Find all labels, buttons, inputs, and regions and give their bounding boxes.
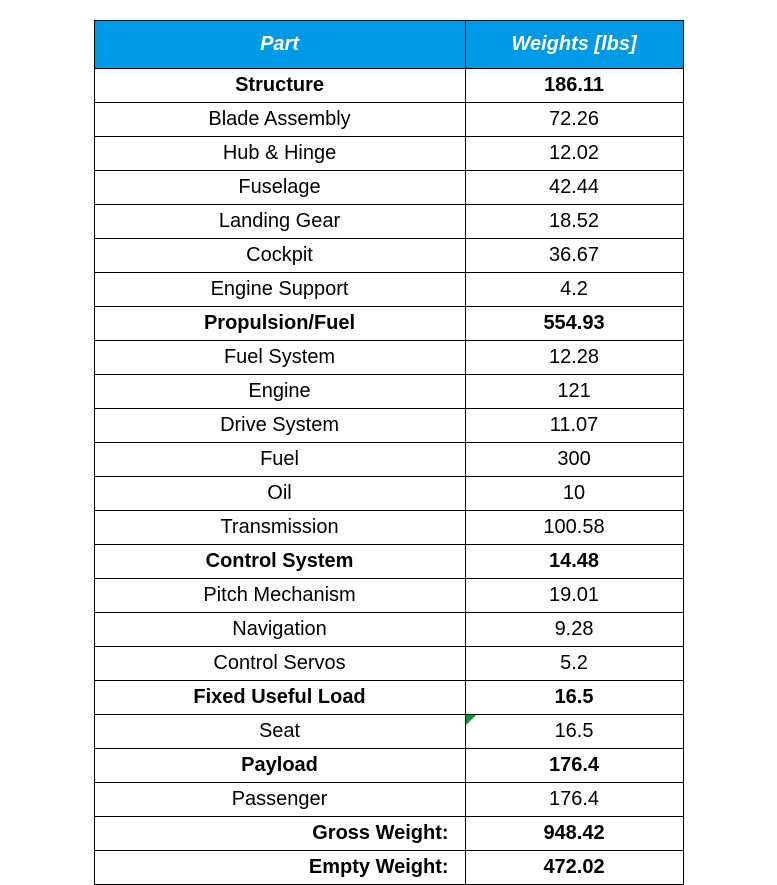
item-row: Passenger176.4	[94, 783, 683, 817]
category-part-cell: Structure	[94, 69, 465, 103]
item-weight-cell: 121	[465, 375, 683, 409]
summary-weight-cell: 472.02	[465, 851, 683, 885]
summary-row: Empty Weight:472.02	[94, 851, 683, 885]
category-weight-cell: 16.5	[465, 681, 683, 715]
item-weight-cell: 5.2	[465, 647, 683, 681]
item-row: Pitch Mechanism19.01	[94, 579, 683, 613]
category-row: Payload176.4	[94, 749, 683, 783]
item-part-cell: Fuselage	[94, 171, 465, 205]
item-part-cell: Engine	[94, 375, 465, 409]
item-part-cell: Landing Gear	[94, 205, 465, 239]
item-row: Hub & Hinge12.02	[94, 137, 683, 171]
item-weight-cell: 300	[465, 443, 683, 477]
category-weight-cell: 176.4	[465, 749, 683, 783]
item-weight-cell: 12.02	[465, 137, 683, 171]
item-row: Blade Assembly72.26	[94, 103, 683, 137]
item-row: Engine Support4.2	[94, 273, 683, 307]
item-row: Fuel System12.28	[94, 341, 683, 375]
item-part-cell: Seat	[94, 715, 465, 749]
item-weight-cell: 19.01	[465, 579, 683, 613]
category-weight-cell: 186.11	[465, 69, 683, 103]
category-row: Propulsion/Fuel554.93	[94, 307, 683, 341]
category-row: Structure186.11	[94, 69, 683, 103]
item-weight-cell: 10	[465, 477, 683, 511]
item-part-cell: Oil	[94, 477, 465, 511]
item-row: Navigation9.28	[94, 613, 683, 647]
item-row: Fuselage42.44	[94, 171, 683, 205]
item-row: Seat16.5	[94, 715, 683, 749]
item-part-cell: Drive System	[94, 409, 465, 443]
category-row: Control System14.48	[94, 545, 683, 579]
item-row: Cockpit36.67	[94, 239, 683, 273]
header-part: Part	[94, 21, 465, 69]
item-weight-cell: 11.07	[465, 409, 683, 443]
item-weight-cell: 4.2	[465, 273, 683, 307]
item-row: Landing Gear18.52	[94, 205, 683, 239]
summary-row: Gross Weight:948.42	[94, 817, 683, 851]
item-weight-cell: 12.28	[465, 341, 683, 375]
item-weight-cell: 176.4	[465, 783, 683, 817]
table-body: Structure186.11Blade Assembly72.26Hub & …	[94, 69, 683, 885]
item-part-cell: Fuel	[94, 443, 465, 477]
item-row: Transmission100.58	[94, 511, 683, 545]
weights-table: Part Weights [lbs] Structure186.11Blade …	[94, 20, 684, 885]
item-weight-cell: 18.52	[465, 205, 683, 239]
item-weight-cell: 72.26	[465, 103, 683, 137]
item-part-cell: Navigation	[94, 613, 465, 647]
category-part-cell: Propulsion/Fuel	[94, 307, 465, 341]
item-part-cell: Hub & Hinge	[94, 137, 465, 171]
item-part-cell: Passenger	[94, 783, 465, 817]
item-row: Fuel300	[94, 443, 683, 477]
item-part-cell: Blade Assembly	[94, 103, 465, 137]
category-part-cell: Control System	[94, 545, 465, 579]
category-part-cell: Payload	[94, 749, 465, 783]
item-row: Engine121	[94, 375, 683, 409]
category-weight-cell: 14.48	[465, 545, 683, 579]
item-weight-cell: 16.5	[465, 715, 683, 749]
item-part-cell: Engine Support	[94, 273, 465, 307]
category-row: Fixed Useful Load16.5	[94, 681, 683, 715]
item-weight-cell: 9.28	[465, 613, 683, 647]
item-part-cell: Cockpit	[94, 239, 465, 273]
item-part-cell: Transmission	[94, 511, 465, 545]
summary-weight-cell: 948.42	[465, 817, 683, 851]
item-row: Control Servos5.2	[94, 647, 683, 681]
item-row: Oil10	[94, 477, 683, 511]
summary-part-cell: Gross Weight:	[94, 817, 465, 851]
category-part-cell: Fixed Useful Load	[94, 681, 465, 715]
item-weight-cell: 42.44	[465, 171, 683, 205]
header-weights: Weights [lbs]	[465, 21, 683, 69]
item-part-cell: Control Servos	[94, 647, 465, 681]
header-row: Part Weights [lbs]	[94, 21, 683, 69]
category-weight-cell: 554.93	[465, 307, 683, 341]
item-part-cell: Pitch Mechanism	[94, 579, 465, 613]
summary-part-cell: Empty Weight:	[94, 851, 465, 885]
item-row: Drive System11.07	[94, 409, 683, 443]
item-weight-cell: 100.58	[465, 511, 683, 545]
item-weight-cell: 36.67	[465, 239, 683, 273]
item-part-cell: Fuel System	[94, 341, 465, 375]
